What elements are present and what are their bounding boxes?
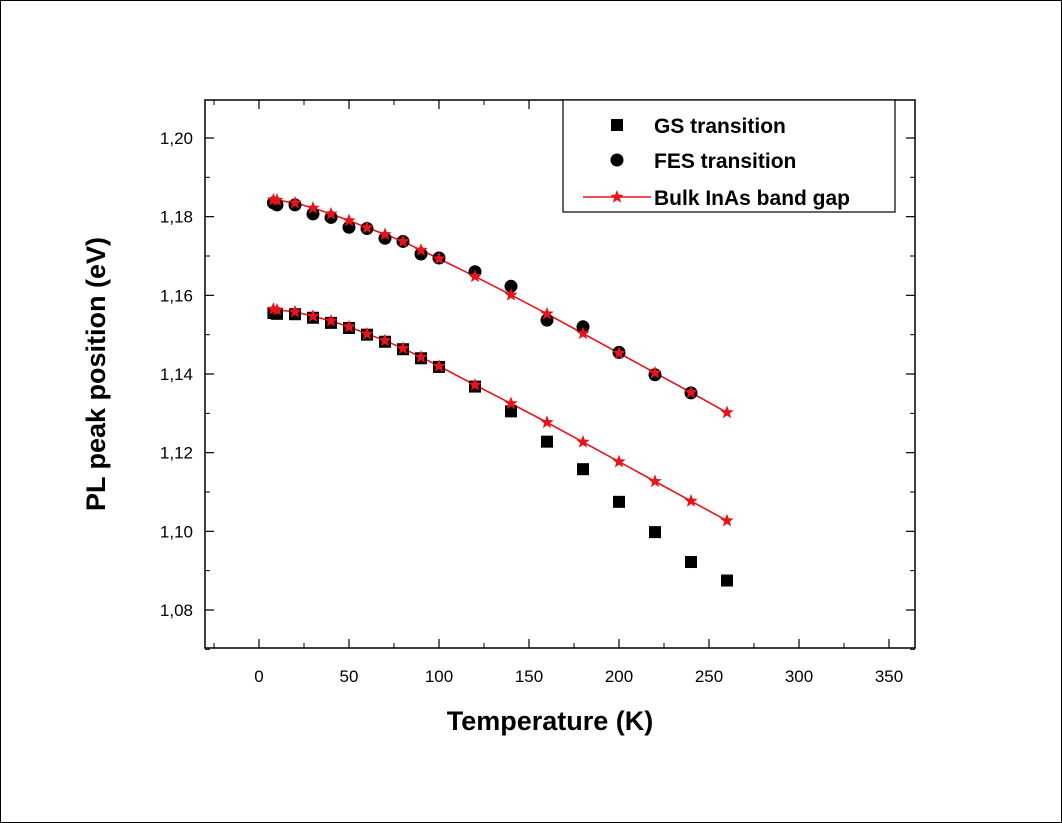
y-axis-title: PL peak position (eV) [81, 237, 111, 511]
legend-label: FES transition [654, 150, 796, 173]
x-tick-label: 0 [254, 667, 263, 686]
bandgap-point [684, 494, 698, 507]
x-tick-label: 300 [785, 667, 813, 686]
axis-ticks: 0 50 100 150 200 250 300 350 1,08 1,10 1,12 1,14 1,1… [160, 100, 915, 686]
bandgap-point [540, 415, 554, 429]
y-tick-label: 1,10 [160, 522, 193, 541]
bandgap-point [396, 234, 410, 248]
y-tick-label: 1,12 [160, 444, 193, 463]
x-tick-label: 150 [515, 667, 543, 686]
gs-point [577, 463, 589, 476]
gs-point [649, 526, 661, 539]
x-axis-title: Temperature (K) [447, 706, 654, 736]
bandgap-point [432, 251, 446, 265]
bandgap-point [684, 385, 698, 399]
legend-gs-symbol [611, 119, 623, 131]
bandgap-point [360, 326, 374, 340]
bandgap-point [612, 454, 626, 468]
legend-label: Bulk InAs band gap [654, 187, 850, 210]
gs-point [721, 574, 733, 587]
bandgap-point [306, 309, 320, 322]
bandgap-point [414, 350, 428, 363]
y-tick-label: 1,20 [160, 129, 193, 148]
x-tick-label: 250 [695, 667, 723, 686]
bandgap-point [720, 513, 734, 527]
x-tick-label: 200 [605, 667, 633, 686]
legend-bandgap-symbol [610, 190, 624, 203]
bandgap-point [270, 193, 284, 206]
y-tick-label: 1,08 [160, 601, 193, 620]
bandgap-point [720, 405, 734, 419]
bandgap-point [324, 313, 338, 327]
bandgap-point [270, 302, 284, 316]
bandgap-point [612, 346, 626, 359]
x-tick-label: 50 [340, 667, 359, 686]
legend-label: GS transition [654, 115, 786, 138]
bandgap-point [360, 220, 374, 234]
gs-point [541, 435, 553, 448]
x-tick-label: 350 [875, 667, 903, 686]
fes-point [504, 279, 518, 293]
bandgap-point [342, 319, 356, 333]
bandgap-point [378, 333, 392, 347]
legend-fes-symbol [610, 153, 624, 167]
fit-line [273, 198, 728, 414]
bandgap-point [504, 396, 518, 410]
fes-point [378, 231, 392, 245]
bandgap-point [576, 435, 590, 448]
bandgap-point [540, 306, 554, 320]
bandgap-point [288, 195, 302, 209]
bandgap-point [324, 206, 338, 220]
bandgap-point [576, 326, 590, 340]
gs-point [613, 495, 625, 508]
bandgap-point [468, 378, 482, 391]
legend: GS transition FES transition Bulk InAs ban… [562, 99, 896, 213]
bandgap-point [432, 359, 446, 372]
bandgap-point [306, 201, 320, 214]
y-tick-label: 1,14 [160, 365, 193, 384]
bandgap-point [342, 213, 356, 227]
bandgap-point [648, 474, 662, 488]
gs-point [505, 405, 517, 418]
bandgap-point [378, 227, 392, 241]
bandgap-point [396, 341, 410, 355]
data-marks [266, 192, 734, 587]
bandgap-point [414, 243, 428, 256]
x-tick-label: 100 [425, 667, 453, 686]
bandgap-point [648, 365, 662, 379]
gs-point [685, 556, 697, 569]
y-tick-label: 1,18 [160, 208, 193, 227]
bandgap-point [468, 269, 482, 283]
fit-line [273, 308, 728, 522]
bandgap-point [504, 287, 518, 301]
bandgap-point [288, 304, 302, 318]
y-tick-label: 1,16 [160, 286, 193, 305]
fes-point [414, 247, 428, 261]
